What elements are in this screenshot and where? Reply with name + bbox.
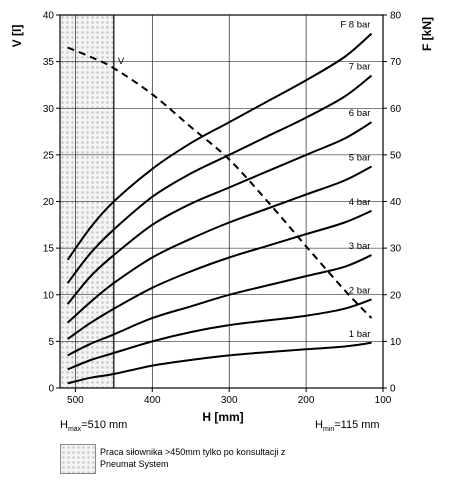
volume-curve — [67, 46, 373, 319]
y-left-tick-label: 30 — [43, 104, 55, 115]
force-curve-1 — [66, 32, 373, 261]
curve-label: 6 bar — [349, 108, 371, 119]
force-curve-4 — [67, 165, 372, 324]
y-right-tick-label: 60 — [390, 104, 402, 115]
y-left-tick-label: 35 — [43, 57, 55, 68]
h-max-label: Hmax=510 mm — [60, 419, 127, 433]
h-min-label: Hmin=115 mm — [315, 419, 380, 433]
y-left-tick-label: 25 — [43, 150, 55, 161]
y-left-tick-label: 0 — [48, 384, 54, 395]
legend-text: Praca siłownika >450mm tylko po konsulta… — [100, 447, 286, 469]
y-right-tick-label: 30 — [390, 244, 402, 255]
y-left-axis-title: V [l] — [10, 25, 24, 48]
y-left-tick-label: 5 — [48, 337, 54, 348]
y-left-tick-label: 40 — [43, 11, 55, 22]
force-curve-2 — [66, 74, 373, 284]
curve-label: 1 bar — [349, 329, 371, 340]
force-curve-7 — [67, 298, 372, 371]
legend-swatch — [60, 444, 96, 474]
y-right-tick-label: 40 — [390, 197, 402, 208]
x-tick-label: 400 — [144, 395, 161, 406]
y-right-tick-label: 70 — [390, 57, 402, 68]
y-right-axis-title: F [kN] — [420, 17, 434, 51]
y-left-tick-label: 20 — [43, 197, 55, 208]
x-tick-label: 500 — [67, 395, 84, 406]
y-left-tick-label: 10 — [43, 290, 55, 301]
volume-curve-label: V — [118, 56, 125, 67]
y-right-tick-label: 20 — [390, 290, 402, 301]
force-curve-6 — [67, 254, 372, 357]
curve-label: 5 bar — [349, 153, 371, 164]
y-right-tick-label: 80 — [390, 11, 402, 22]
curve-label: 7 bar — [349, 62, 371, 73]
y-right-tick-label: 0 — [390, 384, 396, 395]
force-curve-3 — [66, 121, 373, 305]
x-axis-title: H [mm] — [202, 410, 243, 424]
curve-label: 3 bar — [349, 241, 371, 252]
y-right-tick-label: 10 — [390, 337, 402, 348]
force-curve-5 — [67, 209, 372, 340]
curve-label: F 8 bar — [340, 20, 370, 31]
force-curve-8 — [67, 341, 372, 385]
x-tick-label: 100 — [375, 395, 392, 406]
y-right-tick-label: 50 — [390, 150, 402, 161]
curve-label: 4 bar — [349, 197, 371, 208]
y-left-tick-label: 15 — [43, 244, 55, 255]
x-tick-label: 300 — [221, 395, 238, 406]
curve-label: 2 bar — [349, 285, 371, 296]
x-tick-label: 200 — [298, 395, 315, 406]
